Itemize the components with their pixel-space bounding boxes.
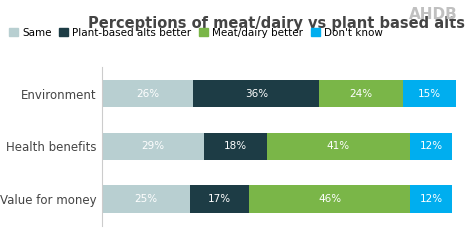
Text: 36%: 36% [245, 89, 268, 99]
Text: 29%: 29% [141, 141, 165, 151]
Bar [249, 186, 410, 213]
Bar [193, 80, 319, 107]
Text: 17%: 17% [208, 194, 231, 204]
Text: 46%: 46% [318, 194, 341, 204]
Bar [102, 186, 190, 213]
Text: 12%: 12% [419, 141, 443, 151]
Text: AHDB: AHDB [409, 7, 458, 22]
Title: Perceptions of meat/dairy vs plant based alts.: Perceptions of meat/dairy vs plant based… [88, 16, 465, 31]
Bar [102, 133, 204, 160]
Text: 24%: 24% [350, 89, 373, 99]
Bar [190, 186, 249, 213]
Text: 25%: 25% [134, 194, 158, 204]
Text: 26%: 26% [136, 89, 159, 99]
Bar [204, 133, 267, 160]
Bar [410, 133, 452, 160]
Bar [267, 133, 410, 160]
Legend: Same, Plant-based alts better, Meat/dairy better, Don't know: Same, Plant-based alts better, Meat/dair… [8, 28, 383, 38]
Bar [102, 80, 193, 107]
Text: 18%: 18% [224, 141, 247, 151]
Text: 41%: 41% [327, 141, 350, 151]
Bar [319, 80, 403, 107]
Bar [403, 80, 456, 107]
Text: 12%: 12% [419, 194, 443, 204]
Text: 15%: 15% [418, 89, 441, 99]
Bar [410, 186, 452, 213]
